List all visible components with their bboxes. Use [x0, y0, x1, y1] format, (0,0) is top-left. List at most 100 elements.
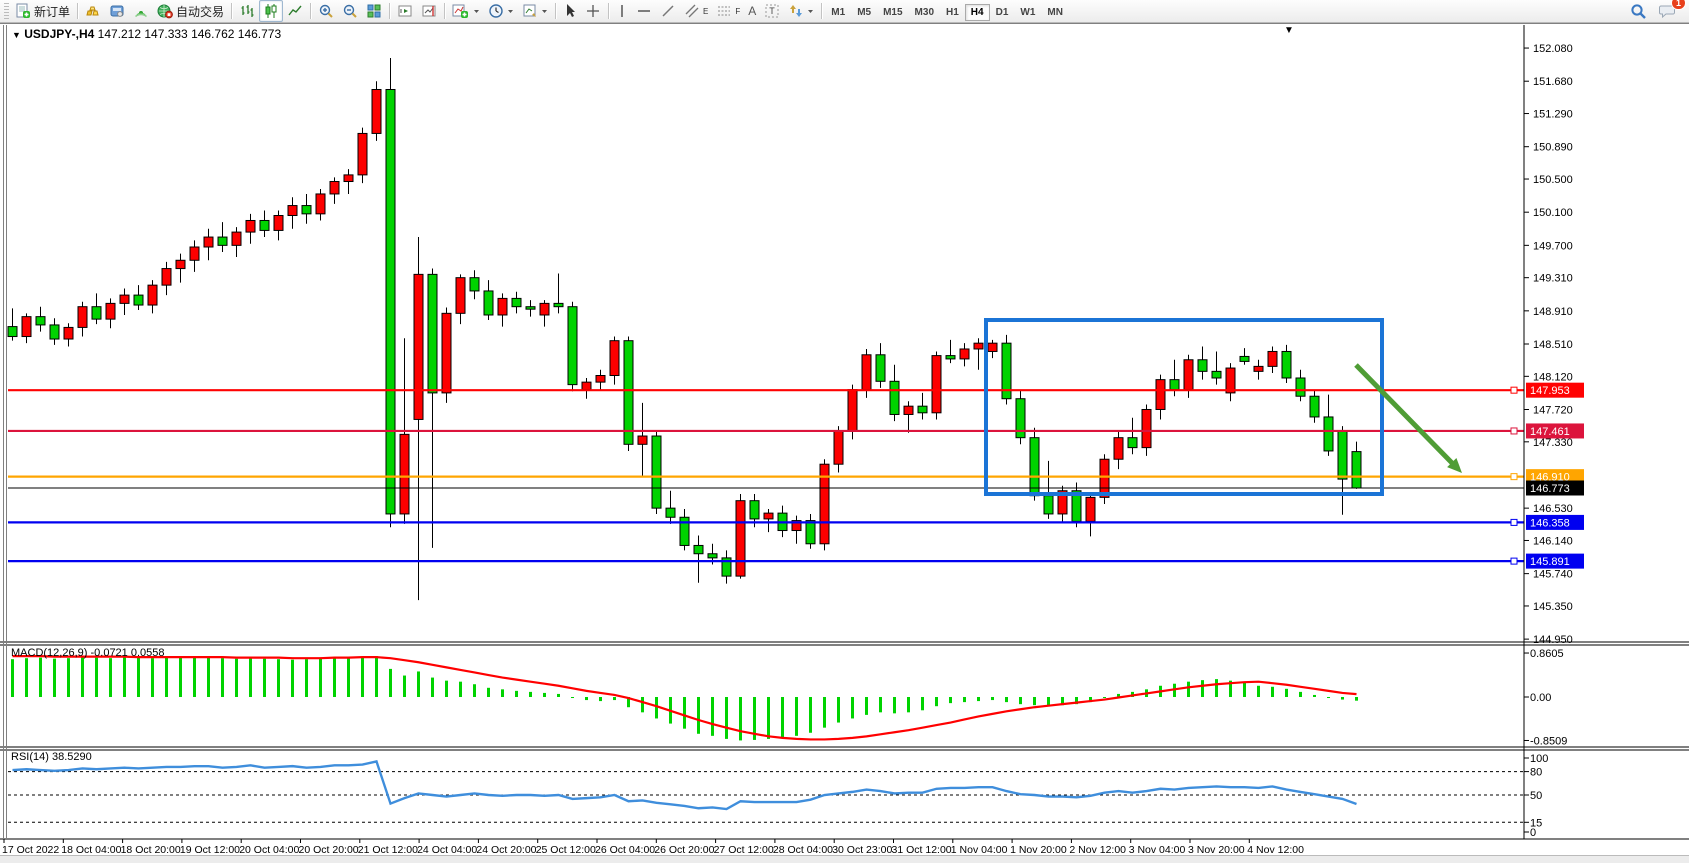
notification-badge: 1	[1670, 0, 1686, 10]
clock-icon	[489, 4, 503, 18]
toolbar-grip[interactable]	[4, 3, 9, 19]
chart-canvas[interactable]: 147.953147.461146.910146.358145.891146.7…	[0, 23, 1689, 856]
time-label: 25 Oct 12:00	[536, 844, 596, 856]
timeframe-W1[interactable]: W1	[1020, 7, 1036, 18]
dropdown-caret-icon	[508, 10, 514, 13]
chart-shift-icon	[422, 5, 436, 17]
new-order-label: 新订单	[34, 4, 71, 19]
down-arrow-annotation[interactable]	[1354, 363, 1462, 473]
hline-146.910[interactable]	[8, 473, 1524, 481]
time-label: 2 Nov 12:00	[1069, 844, 1126, 856]
svg-text:144.950: 144.950	[1533, 634, 1573, 646]
market-watch-button[interactable]	[81, 0, 105, 22]
svg-text:146.358: 146.358	[1530, 517, 1570, 529]
svg-text:0.00: 0.00	[1530, 692, 1551, 704]
chart-window[interactable]: 147.953 147.461 146.910 146.358 145.891 146.7…	[0, 23, 1689, 863]
candlestick-mode-button[interactable]	[259, 0, 284, 22]
svg-text:50: 50	[1530, 790, 1542, 802]
timeframe-M1[interactable]: M1	[831, 7, 846, 18]
hline-tool-button[interactable]	[632, 0, 656, 22]
svg-text:15: 15	[1530, 817, 1542, 829]
channel-tool-button[interactable]: E	[680, 0, 712, 22]
tile-windows-button[interactable]	[362, 0, 386, 22]
time-label: 26 Oct 04:00	[595, 844, 655, 856]
svg-text:150.500: 150.500	[1533, 174, 1573, 186]
hline-145.891[interactable]	[8, 557, 1524, 565]
timeframe-H4[interactable]: H4	[964, 4, 990, 21]
signals-button[interactable]	[129, 0, 153, 22]
fibonacci-tool-button[interactable]: F	[712, 0, 744, 22]
svg-text:T: T	[770, 6, 776, 16]
gold-icon	[86, 6, 99, 16]
time-label: 20 Oct 04:00	[239, 844, 299, 856]
time-label: 17 Oct 2022	[2, 844, 59, 856]
rsi-pane[interactable]	[8, 760, 1524, 823]
bar-chart-mode-button[interactable]	[235, 0, 259, 22]
svg-text:152.080: 152.080	[1533, 43, 1573, 55]
timeframe-D1[interactable]: D1	[995, 7, 1009, 18]
svg-text:148.120: 148.120	[1533, 371, 1573, 383]
cursor-tool-button[interactable]	[559, 0, 581, 22]
svg-text:100: 100	[1530, 753, 1548, 765]
bar-chart-icon	[241, 5, 254, 17]
mailbox-button[interactable]: 1	[1655, 0, 1686, 22]
trendline-icon	[662, 5, 674, 17]
toolbar-separator	[555, 3, 557, 19]
candles-layer[interactable]	[7, 57, 1362, 601]
fibonacci-icon	[718, 6, 731, 16]
candlestick-icon	[265, 4, 277, 18]
autotrading-button[interactable]: 自动交易	[153, 0, 228, 22]
template-icon	[523, 4, 537, 17]
toolbar-separator	[389, 3, 391, 19]
time-label: 21 Oct 12:00	[358, 844, 418, 856]
vline-tool-button[interactable]	[612, 0, 632, 22]
line-chart-mode-button[interactable]	[283, 0, 307, 22]
chart-shift-button[interactable]	[417, 0, 441, 22]
macd-pane[interactable]	[11, 655, 1358, 741]
crosshair-tool-button[interactable]	[581, 0, 605, 22]
hline-147.461[interactable]	[8, 427, 1524, 435]
svg-text:146.773: 146.773	[1530, 483, 1570, 495]
timeframe-M15[interactable]: M15	[883, 7, 903, 18]
arrows-tool-button[interactable]	[784, 0, 818, 22]
dropdown-caret-icon	[542, 10, 548, 13]
trendline-tool-button[interactable]	[656, 0, 680, 22]
zoom-in-button[interactable]	[314, 0, 338, 22]
search-button[interactable]	[1626, 0, 1651, 22]
time-label: 1 Nov 20:00	[1010, 844, 1067, 856]
timeframe-MN[interactable]: MN	[1047, 7, 1063, 18]
new-order-button[interactable]: 新订单	[11, 0, 74, 22]
time-label: 20 Oct 20:00	[299, 844, 359, 856]
svg-text:146.530: 146.530	[1533, 503, 1573, 515]
indicators-icon	[452, 4, 469, 18]
auto-scroll-button[interactable]	[393, 0, 417, 22]
periods-button[interactable]	[484, 0, 518, 22]
crosshair-icon	[587, 5, 600, 17]
timeframe-M30[interactable]: M30	[914, 7, 934, 18]
data-window-button[interactable]	[105, 0, 129, 22]
time-label: 18 Oct 20:00	[121, 844, 181, 856]
channel-tool-sub: E	[703, 6, 709, 16]
svg-text:-0.8509: -0.8509	[1530, 735, 1567, 747]
text-tool-button[interactable]: A	[744, 0, 760, 22]
text-label-icon: T	[765, 4, 779, 18]
macd-signal-line	[12, 655, 1357, 741]
templates-button[interactable]	[518, 0, 552, 22]
svg-text:150.100: 150.100	[1533, 207, 1573, 219]
indicators-button[interactable]	[448, 0, 484, 22]
autotrading-label: 自动交易	[176, 4, 225, 19]
zoom-out-button[interactable]	[338, 0, 362, 22]
hline-147.953[interactable]	[8, 386, 1524, 394]
label-tool-button[interactable]: T	[760, 0, 784, 22]
timeframe-H1[interactable]: H1	[946, 7, 959, 18]
timeframe-M5[interactable]: M5	[857, 7, 872, 18]
hline-146.358[interactable]	[8, 518, 1524, 526]
svg-text:149.700: 149.700	[1533, 240, 1573, 252]
svg-text:80: 80	[1530, 767, 1542, 779]
range-rectangle[interactable]	[984, 318, 1384, 496]
svg-text:0.8605: 0.8605	[1530, 648, 1564, 660]
svg-text:145.740: 145.740	[1533, 569, 1573, 581]
svg-text:147.461: 147.461	[1530, 426, 1570, 438]
main-toolbar: 新订单 自动交易 E F A T	[0, 0, 1689, 23]
